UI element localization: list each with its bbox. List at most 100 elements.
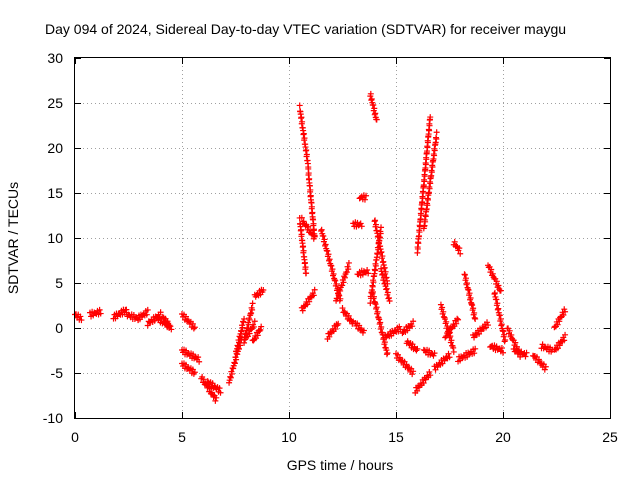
data-point	[466, 290, 473, 297]
data-point	[310, 220, 317, 227]
data-point	[446, 354, 453, 361]
data-point	[384, 289, 391, 296]
data-point	[414, 345, 421, 352]
data-point	[456, 245, 463, 252]
data-segment	[333, 259, 352, 304]
data-point	[484, 319, 491, 326]
data-point	[96, 306, 103, 313]
data-point	[369, 283, 376, 290]
data-segment	[354, 267, 372, 279]
data-point	[522, 353, 529, 360]
data-point	[461, 271, 468, 278]
data-point	[372, 221, 379, 228]
data-point	[216, 385, 223, 392]
data-point	[448, 337, 455, 344]
data-point	[470, 305, 477, 312]
data-point	[422, 218, 429, 225]
data-point	[334, 295, 341, 302]
data-point	[498, 344, 505, 351]
data-point	[439, 304, 446, 311]
data-point	[433, 135, 440, 142]
data-point	[212, 397, 219, 404]
data-point	[420, 380, 427, 387]
data-point	[431, 350, 438, 357]
data-point	[420, 189, 427, 196]
data-point	[421, 178, 428, 185]
data-point	[497, 316, 504, 323]
data-point	[257, 326, 264, 333]
data-segment	[485, 262, 504, 294]
data-point	[231, 360, 238, 367]
data-point	[426, 368, 433, 375]
data-point	[370, 101, 377, 108]
data-point	[364, 267, 371, 274]
data-point	[250, 323, 257, 330]
data-point	[200, 376, 207, 383]
y-tick-label: 20	[47, 140, 63, 156]
data-point	[426, 122, 433, 129]
data-point	[433, 129, 440, 136]
data-point	[232, 354, 239, 361]
data-point	[562, 308, 569, 315]
data-point	[241, 315, 248, 322]
data-point	[424, 144, 431, 151]
data-marks	[72, 90, 569, 404]
data-point	[358, 223, 365, 230]
data-point	[227, 374, 234, 381]
data-point	[471, 350, 478, 357]
data-point	[307, 186, 314, 193]
chart-title: Day 094 of 2024, Sidereal Day-to-day VTE…	[45, 21, 566, 37]
data-point	[306, 298, 313, 305]
data-point	[396, 323, 403, 330]
data-point	[376, 237, 383, 244]
data-segment	[249, 323, 265, 344]
data-segment	[352, 319, 367, 336]
data-point	[556, 342, 563, 349]
data-point	[251, 318, 258, 325]
data-point	[340, 279, 347, 286]
data-point	[228, 370, 235, 377]
data-point	[182, 313, 189, 320]
data-point	[424, 202, 431, 209]
data-point	[308, 231, 315, 238]
data-point	[254, 332, 261, 339]
data-segment	[393, 350, 417, 378]
data-segment	[461, 271, 479, 322]
data-segment	[179, 360, 198, 377]
data-point	[463, 275, 470, 282]
data-point	[300, 130, 307, 137]
data-point	[325, 251, 332, 258]
data-point	[561, 337, 568, 344]
data-point	[414, 387, 421, 394]
data-point	[451, 238, 458, 245]
data-segment	[296, 214, 310, 277]
data-point	[383, 285, 390, 292]
data-point	[303, 270, 310, 277]
data-point	[560, 311, 567, 318]
data-point	[329, 266, 336, 273]
data-point	[360, 327, 367, 334]
data-point	[310, 235, 317, 242]
y-tick-label: 0	[55, 320, 63, 336]
data-point	[217, 389, 224, 396]
data-segment	[403, 338, 421, 354]
data-segment	[296, 102, 312, 171]
data-point	[489, 270, 496, 277]
data-point	[426, 185, 433, 192]
x-tick-label: 20	[495, 429, 511, 445]
data-point	[78, 317, 85, 324]
data-segment	[204, 378, 224, 396]
data-point	[444, 323, 451, 330]
data-point	[379, 253, 386, 260]
data-point	[191, 324, 198, 331]
data-point	[554, 321, 561, 328]
data-point	[423, 205, 430, 212]
data-point	[421, 173, 428, 180]
data-point	[307, 227, 314, 234]
data-point	[431, 152, 438, 159]
data-point	[345, 259, 352, 266]
data-segment	[487, 342, 506, 356]
data-point	[249, 300, 256, 307]
data-point	[443, 318, 450, 325]
data-segment	[179, 346, 203, 365]
